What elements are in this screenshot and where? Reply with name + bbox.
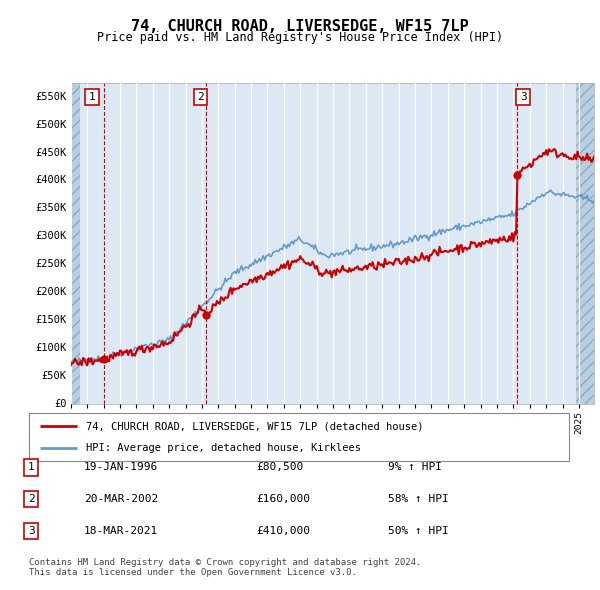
Text: £350K: £350K xyxy=(35,204,67,214)
Text: 3: 3 xyxy=(520,92,527,102)
Text: HPI: Average price, detached house, Kirklees: HPI: Average price, detached house, Kirk… xyxy=(86,443,361,453)
Text: 3: 3 xyxy=(28,526,35,536)
Text: £500K: £500K xyxy=(35,120,67,130)
Text: £200K: £200K xyxy=(35,287,67,297)
FancyBboxPatch shape xyxy=(29,413,569,461)
Text: £550K: £550K xyxy=(35,91,67,101)
Text: 18-MAR-2021: 18-MAR-2021 xyxy=(84,526,158,536)
Bar xyxy=(71,83,80,404)
Text: £450K: £450K xyxy=(35,148,67,158)
Text: 2: 2 xyxy=(197,92,203,102)
Text: 19-JAN-1996: 19-JAN-1996 xyxy=(84,463,158,472)
Text: £300K: £300K xyxy=(35,231,67,241)
Bar xyxy=(576,83,594,404)
Text: £80,500: £80,500 xyxy=(256,463,304,472)
Text: Contains HM Land Registry data © Crown copyright and database right 2024.
This d: Contains HM Land Registry data © Crown c… xyxy=(29,558,421,577)
Text: £400K: £400K xyxy=(35,175,67,185)
Text: 1: 1 xyxy=(28,463,35,472)
Text: 50% ↑ HPI: 50% ↑ HPI xyxy=(388,526,449,536)
Text: £50K: £50K xyxy=(41,371,67,381)
Text: £0: £0 xyxy=(54,399,67,409)
Text: 2: 2 xyxy=(28,494,35,504)
Text: 1: 1 xyxy=(89,92,95,102)
Text: £410,000: £410,000 xyxy=(256,526,310,536)
Text: £100K: £100K xyxy=(35,343,67,353)
Text: 20-MAR-2002: 20-MAR-2002 xyxy=(84,494,158,504)
Text: 9% ↑ HPI: 9% ↑ HPI xyxy=(388,463,442,472)
Text: £150K: £150K xyxy=(35,315,67,325)
Text: £160,000: £160,000 xyxy=(256,494,310,504)
Text: 74, CHURCH ROAD, LIVERSEDGE, WF15 7LP: 74, CHURCH ROAD, LIVERSEDGE, WF15 7LP xyxy=(131,19,469,34)
Text: Price paid vs. HM Land Registry's House Price Index (HPI): Price paid vs. HM Land Registry's House … xyxy=(97,31,503,44)
Text: £250K: £250K xyxy=(35,260,67,270)
Text: 58% ↑ HPI: 58% ↑ HPI xyxy=(388,494,449,504)
Text: 74, CHURCH ROAD, LIVERSEDGE, WF15 7LP (detached house): 74, CHURCH ROAD, LIVERSEDGE, WF15 7LP (d… xyxy=(86,421,423,431)
